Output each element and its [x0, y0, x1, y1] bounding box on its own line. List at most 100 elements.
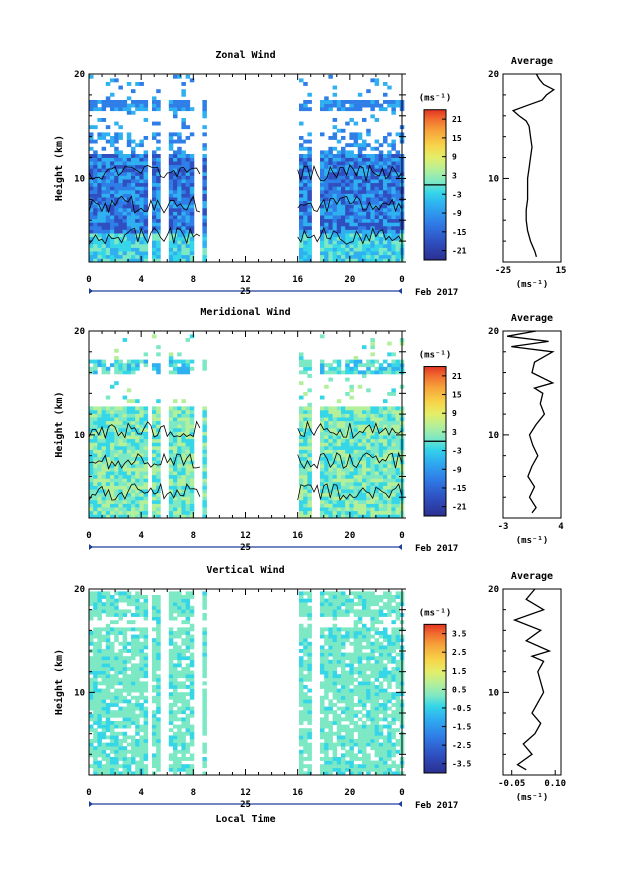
heatmap-cell	[307, 764, 312, 769]
heatmap-cell	[378, 366, 384, 371]
heatmap-cell	[135, 474, 140, 479]
heatmap-cell	[189, 107, 195, 112]
heatmap-cell	[387, 496, 392, 501]
heatmap-cell	[324, 760, 329, 765]
heatmap-cell	[114, 370, 119, 375]
heatmap-cell	[324, 609, 329, 614]
heatmap-cell	[97, 652, 102, 657]
heatmap-cell	[156, 254, 161, 259]
heatmap-cell	[370, 352, 375, 357]
heatmap-cell	[110, 420, 115, 425]
heatmap-cell	[93, 215, 98, 220]
heatmap-cell	[168, 356, 174, 360]
heatmap-cell	[177, 366, 182, 371]
heatmap-cell	[202, 688, 207, 693]
heatmap-cell	[202, 359, 207, 364]
heatmap-cell	[345, 424, 350, 429]
heatmap-cell	[126, 507, 132, 512]
heatmap-cell	[303, 757, 308, 761]
heatmap-cell	[101, 500, 107, 504]
heatmap-cell	[131, 677, 136, 682]
heatmap-cell	[143, 154, 149, 158]
heatmap-cell	[114, 460, 119, 465]
heatmap-cell	[395, 154, 401, 158]
heatmap-cell	[181, 638, 186, 643]
heatmap-cell	[143, 208, 149, 212]
heatmap-cell	[177, 663, 182, 668]
heatmap-cell	[156, 424, 161, 429]
heatmap-cell	[303, 692, 308, 697]
heatmap-cell	[177, 424, 182, 429]
heatmap-cell	[110, 172, 115, 176]
heatmap-cell	[366, 424, 371, 429]
heatmap-cell	[324, 485, 329, 490]
heatmap-cell	[173, 739, 178, 743]
heatmap-cell	[320, 656, 325, 661]
heatmap-cell	[168, 631, 174, 635]
heatmap-cell	[131, 645, 136, 650]
heatmap-cell	[152, 218, 157, 223]
heatmap-cell	[114, 254, 119, 259]
heatmap-cell	[370, 103, 375, 108]
heatmap-cell	[366, 435, 371, 440]
heatmap-cell	[366, 428, 371, 432]
heatmap-cell	[202, 656, 207, 661]
heatmap-cell	[89, 724, 94, 729]
heatmap-cell	[332, 645, 338, 650]
heatmap-cell	[320, 591, 325, 596]
heatmap-cell	[303, 240, 308, 245]
average-profile-line	[511, 73, 556, 257]
heatmap-cell	[185, 667, 191, 671]
heatmap-cell	[395, 431, 401, 436]
heatmap-cell	[362, 100, 367, 104]
heatmap-cell	[97, 645, 102, 650]
heatmap-cell	[152, 424, 157, 429]
heatmap-cell	[324, 717, 329, 722]
heatmap-cell	[93, 164, 98, 169]
heatmap-cell	[202, 695, 207, 700]
heatmap-cell	[370, 446, 375, 450]
heatmap-cell	[362, 485, 367, 490]
heatmap-cell	[320, 503, 325, 508]
heatmap-cell	[139, 667, 144, 671]
heatmap-cell	[168, 417, 174, 422]
heatmap-cell	[97, 641, 102, 646]
heatmap-cell	[135, 605, 140, 610]
heatmap-cell	[374, 161, 380, 166]
heatmap-cell	[118, 681, 123, 686]
heatmap-cell	[114, 417, 119, 422]
heatmap-cell	[357, 464, 363, 468]
heatmap-cell	[105, 229, 111, 234]
heatmap-cell	[303, 172, 308, 176]
heatmap-cell	[118, 254, 123, 259]
heatmap-cell	[122, 406, 128, 411]
heatmap-cell	[332, 641, 338, 646]
heatmap-cell	[320, 485, 325, 490]
heatmap-cell	[324, 460, 329, 465]
heatmap-cell	[185, 764, 191, 769]
heatmap-cell	[168, 406, 174, 411]
heatmap-cell	[177, 471, 182, 476]
heatmap-cell	[387, 482, 392, 486]
heatmap-cell	[357, 247, 363, 252]
heatmap-cell	[341, 474, 346, 479]
heatmap-cell	[97, 717, 102, 722]
heatmap-cell	[391, 164, 396, 169]
heatmap-cell	[177, 222, 182, 227]
heatmap-cell	[139, 674, 144, 679]
heatmap-cell	[118, 417, 123, 422]
heatmap-cell	[362, 374, 367, 378]
heatmap-cell	[135, 186, 140, 191]
heatmap-cell	[126, 431, 132, 436]
heatmap-cell	[105, 190, 111, 194]
heatmap-cell	[324, 663, 329, 668]
heatmap-cell	[185, 125, 191, 130]
heatmap-cell	[114, 240, 119, 245]
heatmap-cell	[349, 193, 354, 198]
heatmap-cell	[299, 218, 304, 223]
heatmap-cell	[341, 107, 346, 112]
heatmap-cell	[114, 667, 119, 671]
heatmap-cell	[332, 125, 338, 130]
heatmap-cell	[320, 193, 325, 198]
heatmap-cell	[362, 503, 367, 508]
